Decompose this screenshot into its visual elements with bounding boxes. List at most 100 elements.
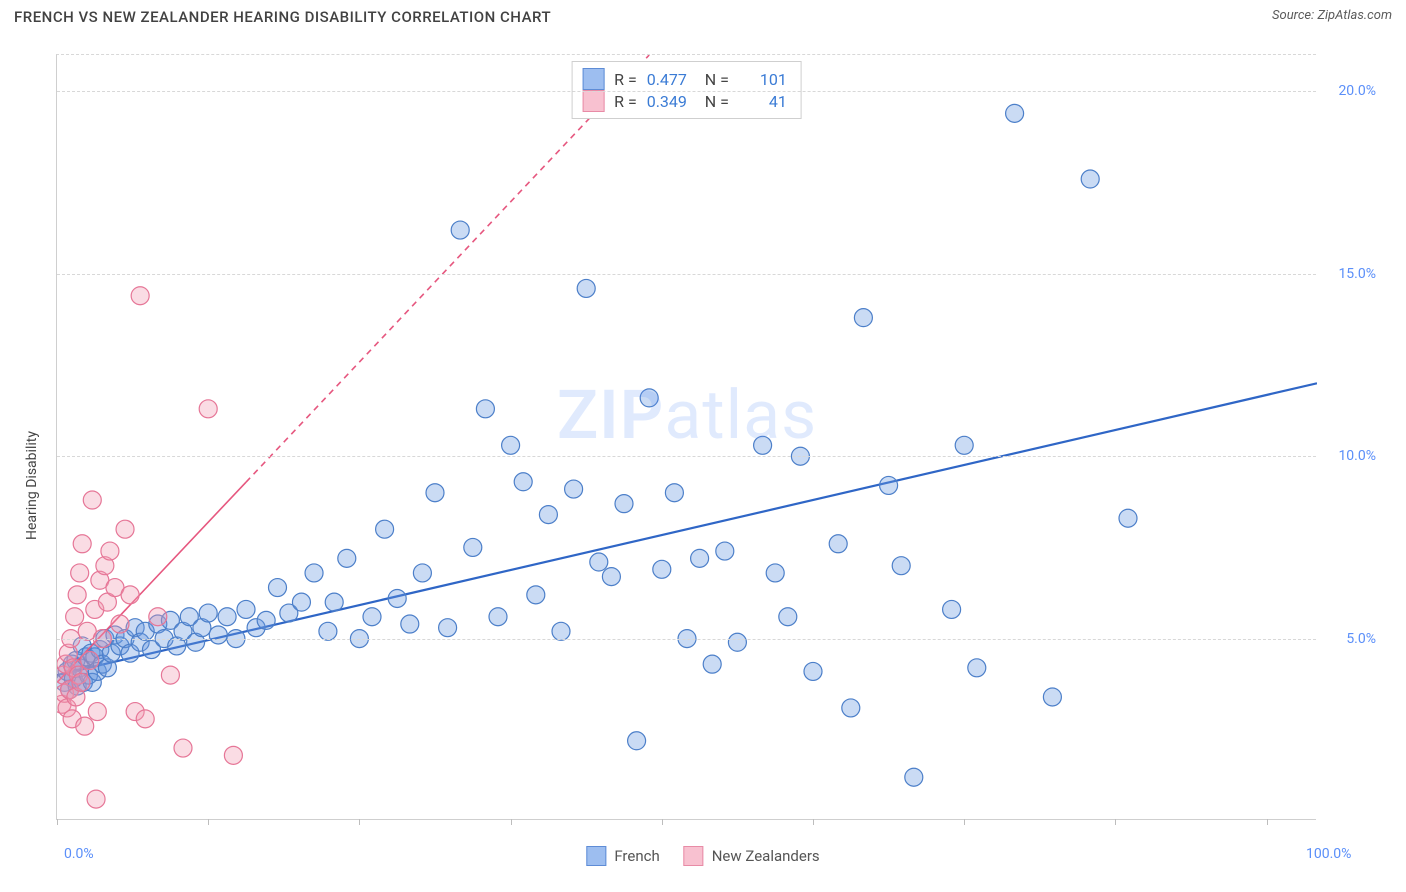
source-attribution: Source: ZipAtlas.com [1272, 8, 1392, 23]
legend-n-value: 41 [739, 92, 787, 111]
data-point [653, 560, 671, 578]
chart-plot-area: ZIPatlas R =0.477N =101R =0.349N =41 5.0… [56, 54, 1316, 820]
legend-r-label: R = [614, 70, 637, 89]
correlation-legend: R =0.477N =101R =0.349N =41 [571, 61, 802, 119]
scatter-svg [57, 55, 1317, 821]
data-point [880, 476, 898, 494]
series-legend-item: French [586, 846, 659, 866]
trend-line-dashed [246, 55, 649, 482]
data-point [305, 564, 323, 582]
data-point [1119, 509, 1137, 527]
source-prefix: Source: [1272, 8, 1317, 23]
data-point [527, 586, 545, 604]
data-point [81, 652, 99, 670]
data-point [413, 564, 431, 582]
x-axis-max-label: 100.0% [1306, 846, 1351, 862]
data-point [502, 436, 520, 454]
y-tick-label: 10.0% [1338, 448, 1376, 464]
legend-row: R =0.349N =41 [582, 90, 787, 112]
data-point [602, 568, 620, 586]
source-name: ZipAtlas.com [1317, 8, 1392, 23]
data-point [615, 495, 633, 513]
data-point [892, 557, 910, 575]
data-point [464, 538, 482, 556]
series-swatch [586, 846, 606, 866]
data-point [237, 600, 255, 618]
series-label: New Zealanders [712, 847, 820, 865]
data-point [628, 732, 646, 750]
gridline [57, 274, 1316, 275]
legend-n-label: N = [705, 70, 729, 89]
data-point [111, 615, 129, 633]
data-point [68, 586, 86, 604]
data-point [72, 673, 90, 691]
data-point [665, 484, 683, 502]
data-point [1043, 688, 1061, 706]
data-point [66, 608, 84, 626]
data-point [136, 710, 154, 728]
series-legend-item: New Zealanders [684, 846, 820, 866]
data-point [121, 586, 139, 604]
data-point [319, 622, 337, 640]
legend-n-label: N = [705, 92, 729, 111]
gridline [57, 456, 1316, 457]
legend-swatch [582, 90, 604, 112]
x-tick [1115, 819, 1116, 825]
y-tick-label: 15.0% [1338, 266, 1376, 282]
data-point [779, 608, 797, 626]
gridline [57, 639, 1316, 640]
data-point [514, 473, 532, 491]
chart-title: FRENCH VS NEW ZEALANDER HEARING DISABILI… [14, 8, 551, 26]
y-tick-label: 20.0% [1338, 83, 1376, 99]
data-point [269, 579, 287, 597]
data-point [476, 400, 494, 418]
data-point [703, 655, 721, 673]
x-tick [662, 819, 663, 825]
x-tick [1267, 819, 1268, 825]
data-point [728, 633, 746, 651]
data-point [376, 520, 394, 538]
data-point [71, 564, 89, 582]
data-point [451, 221, 469, 239]
gridline [57, 91, 1316, 92]
x-tick [57, 819, 58, 825]
data-point [426, 484, 444, 502]
data-point [292, 593, 310, 611]
x-tick [964, 819, 965, 825]
data-point [101, 542, 119, 560]
data-point [439, 619, 457, 637]
x-tick [511, 819, 512, 825]
data-point [224, 746, 242, 764]
data-point [257, 611, 275, 629]
data-point [766, 564, 784, 582]
legend-r-label: R = [614, 92, 637, 111]
data-point [73, 535, 91, 553]
legend-swatch [582, 68, 604, 90]
data-point [968, 659, 986, 677]
legend-r-value: 0.477 [647, 70, 695, 89]
data-point [943, 600, 961, 618]
data-point [199, 400, 217, 418]
data-point [829, 535, 847, 553]
data-point [116, 520, 134, 538]
data-point [325, 593, 343, 611]
x-tick [208, 819, 209, 825]
legend-n-value: 101 [739, 70, 787, 89]
data-point [401, 615, 419, 633]
data-point [76, 717, 94, 735]
data-point [552, 622, 570, 640]
data-point [131, 287, 149, 305]
legend-row: R = 0.477 N = 101 [582, 68, 787, 90]
data-point [804, 662, 822, 680]
data-point [174, 739, 192, 757]
data-point [539, 506, 557, 524]
data-point [716, 542, 734, 560]
data-point [842, 699, 860, 717]
data-point [565, 480, 583, 498]
data-point [209, 626, 227, 644]
data-point [590, 553, 608, 571]
data-point [388, 589, 406, 607]
x-tick [813, 819, 814, 825]
data-point [854, 309, 872, 327]
data-point [691, 549, 709, 567]
